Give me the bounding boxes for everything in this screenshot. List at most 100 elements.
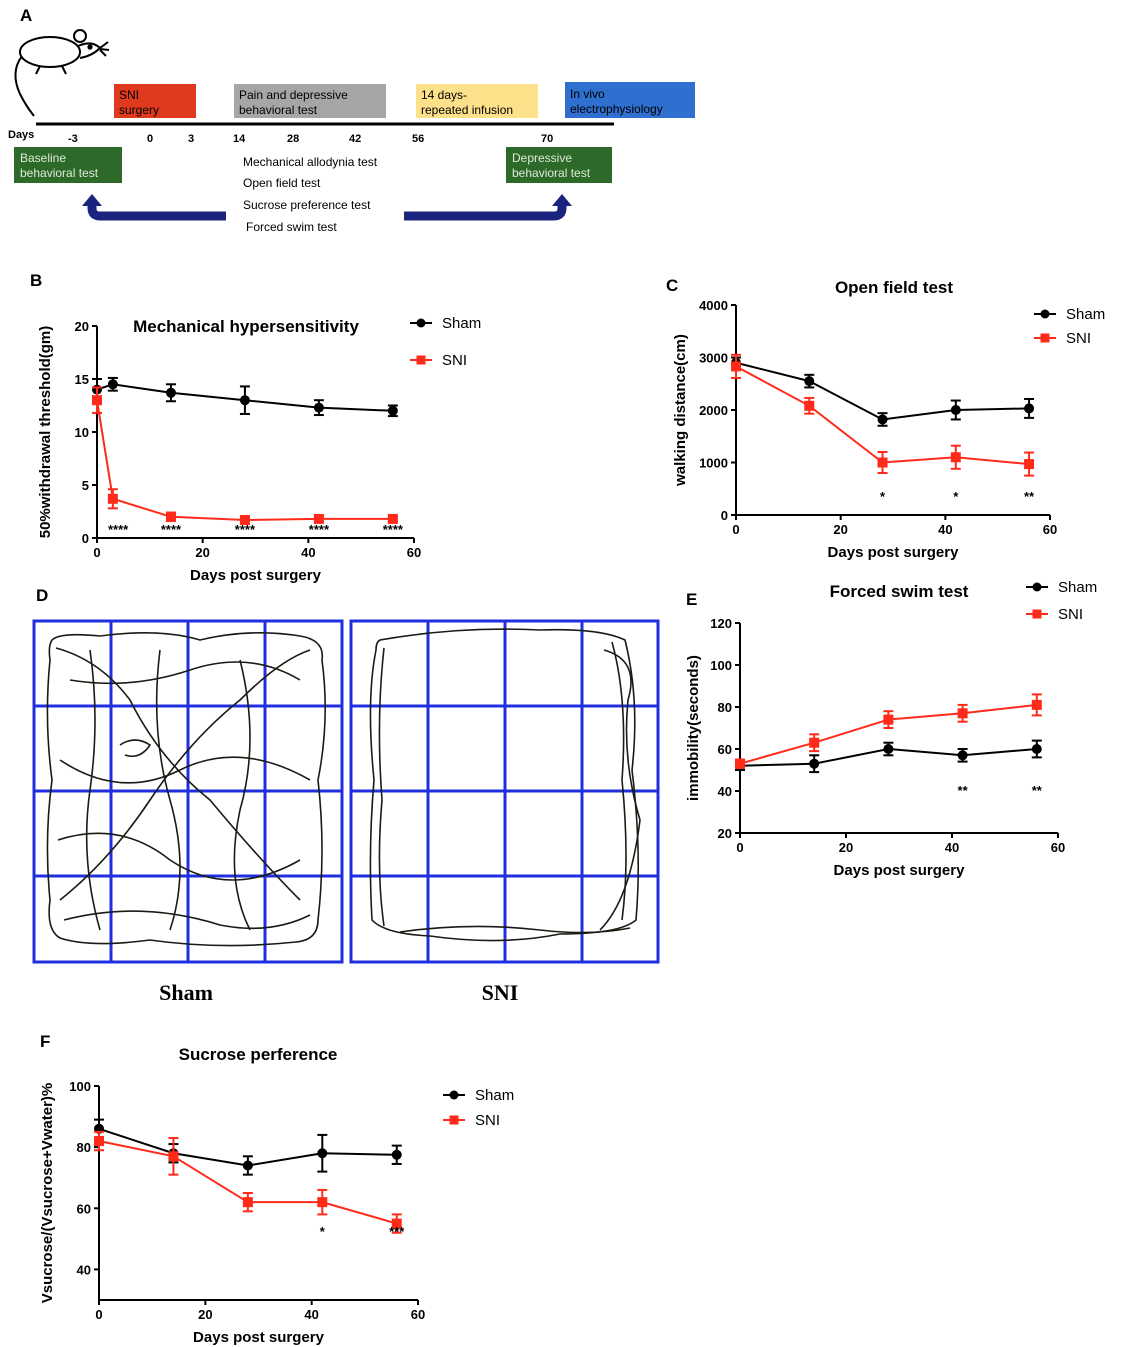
right-arrow-head [552, 194, 572, 206]
significance-marker: **** [235, 522, 256, 537]
x-tick-label: 40 [945, 840, 959, 855]
x-tick-label: 60 [1043, 522, 1057, 537]
significance-marker: * [953, 489, 959, 504]
x-tick-label: 20 [833, 522, 847, 537]
significance-marker: **** [309, 522, 330, 537]
arena-sham [32, 619, 344, 964]
data-point-sham [317, 1148, 328, 1159]
legend-label: SNI [442, 352, 467, 369]
sham-track [46, 632, 326, 947]
legend-label: Sham [475, 1087, 514, 1104]
panel-label-c: C [666, 276, 678, 295]
x-axis-label: Days post surgery [190, 567, 322, 584]
data-point-sham [950, 405, 961, 415]
arena-sham-label: Sham [159, 980, 213, 1005]
legend-marker-sham [449, 1090, 459, 1100]
data-point-sni [883, 714, 894, 725]
data-point-sni [239, 514, 250, 525]
data-point-sham [1024, 403, 1035, 414]
sni-box-line1: SNI [119, 88, 139, 102]
data-point-sni [313, 513, 324, 524]
panel-label-f: F [40, 1032, 50, 1051]
data-point-sham [387, 405, 398, 416]
arena-sni-label: SNI [482, 980, 519, 1005]
legend-label: SNI [1058, 606, 1083, 623]
left-arrow-head [82, 194, 102, 206]
y-tick-label: 0 [82, 531, 89, 546]
y-tick-label: 2000 [699, 403, 728, 418]
data-point-sham [957, 750, 968, 761]
data-point-sham [165, 387, 176, 398]
chart-open-field: 0 20 40 60 0 1000 2000 3000 4000 Open field test D… [672, 278, 1105, 561]
panel-label-d: D [36, 586, 48, 605]
day-label: 0 [147, 133, 153, 145]
y-tick-label: 100 [710, 658, 732, 673]
y-tick-label: 80 [718, 700, 732, 715]
significance-marker: ** [1032, 783, 1043, 798]
y-axis-label: 50%withdrawal threshold(gm) [37, 326, 54, 539]
data-point-sni [809, 737, 820, 748]
x-tick-label: 40 [938, 522, 952, 537]
significance-marker: **** [161, 522, 182, 537]
chart-title: Open field test [835, 278, 953, 297]
y-tick-label: 80 [77, 1140, 91, 1155]
y-tick-label: 40 [718, 784, 732, 799]
pain-box-line2: behavioral test [239, 103, 318, 117]
x-axis-label: Days post surgery [834, 862, 966, 879]
baseline-box-line2: behavioral test [20, 166, 99, 180]
y-tick-label: 5 [82, 478, 89, 493]
legend-marker-sham [1032, 582, 1042, 592]
data-point-sham [391, 1149, 402, 1160]
chart-title: Forced swim test [830, 582, 969, 601]
significance-marker: ** [958, 783, 969, 798]
x-tick-label: 60 [1051, 840, 1065, 855]
legend-label: Sham [1066, 306, 1105, 323]
y-tick-label: 40 [77, 1262, 91, 1277]
chart-title: Mechanical hypersensitivity [133, 317, 359, 336]
significance-marker: **** [108, 522, 129, 537]
chart-title: Sucrose perference [179, 1045, 338, 1064]
legend-marker-sni [1032, 609, 1042, 619]
legend-label: Sham [1058, 579, 1097, 596]
legend-marker-sni [1040, 333, 1050, 343]
baseline-box [14, 147, 122, 183]
series-line-sni [96, 400, 393, 521]
data-point-sni [1024, 459, 1035, 470]
data-point-sham [877, 414, 888, 425]
data-point-sni [735, 758, 745, 769]
data-point-sham [883, 744, 894, 754]
data-point-sham [242, 1160, 253, 1171]
baseline-box-line1: Baseline [20, 151, 66, 165]
data-point-sni [391, 1218, 402, 1229]
test-list-item: Forced swim test [246, 220, 337, 234]
significance-marker: *** [389, 1224, 405, 1239]
chart-mechanical-hypersensitivity: 0 20 40 60 0 5 10 15 20 Mechanical hypersensitivi… [37, 315, 481, 584]
day-label: 14 [233, 133, 246, 145]
data-point-sni [94, 1136, 104, 1147]
data-point-sni [165, 511, 176, 522]
in-vivo-box-line1: In vivo [570, 87, 605, 101]
days-label: Days [8, 129, 34, 141]
pain-box-line1: Pain and depressive [239, 88, 348, 102]
legend-label: Sham [442, 315, 481, 332]
mouse-icon [14, 29, 110, 117]
x-tick-label: 0 [93, 545, 100, 560]
y-axis-label: immobility(seconds) [685, 655, 702, 801]
left-arrow [87, 205, 226, 221]
day-label: 56 [412, 133, 424, 145]
sni-surgery-box [114, 84, 196, 118]
data-point-sni [731, 361, 741, 372]
legend-marker-sham [416, 318, 426, 328]
x-tick-label: 20 [839, 840, 853, 855]
right-arrow [404, 205, 567, 221]
data-point-sni [1031, 699, 1042, 710]
infusion-box-line2: repeated infusion [421, 103, 513, 117]
depressive-box-line1: Depressive [512, 151, 572, 165]
x-axis-label: Days post surgery [193, 1329, 325, 1346]
y-axis-label: walking distance(cm) [672, 334, 689, 487]
pain-depressive-box [234, 84, 386, 118]
y-tick-label: 1000 [699, 456, 728, 471]
chart-forced-swim: 0 20 40 60 20 40 60 80 100 120 Forced swim test Day… [685, 579, 1097, 879]
arena-sni [349, 619, 660, 964]
